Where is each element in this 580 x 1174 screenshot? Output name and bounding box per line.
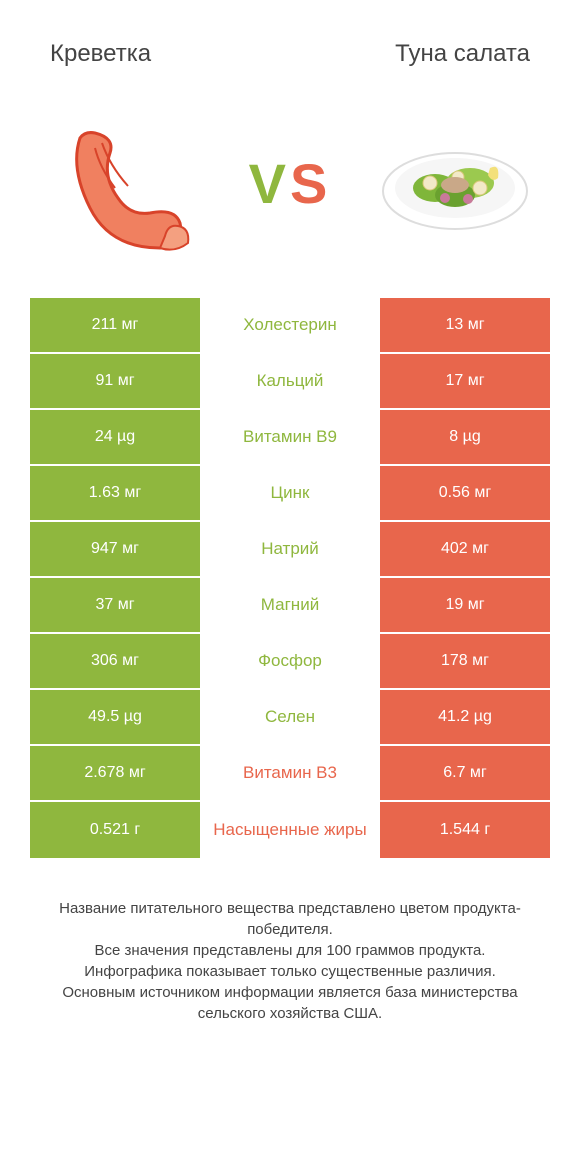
nutrient-label: Селен xyxy=(200,690,380,744)
table-row: 0.521 гНасыщенные жиры1.544 г xyxy=(30,802,550,858)
value-left: 2.678 мг xyxy=(30,746,200,800)
vs-v: V xyxy=(249,152,290,215)
value-left: 306 мг xyxy=(30,634,200,688)
nutrient-label: Холестерин xyxy=(200,298,380,352)
value-left: 37 мг xyxy=(30,578,200,632)
nutrient-label: Кальций xyxy=(200,354,380,408)
value-right: 17 мг xyxy=(380,354,550,408)
value-left: 211 мг xyxy=(30,298,200,352)
table-row: 91 мгКальций17 мг xyxy=(30,354,550,410)
value-right: 13 мг xyxy=(380,298,550,352)
value-left: 49.5 µg xyxy=(30,690,200,744)
value-right: 0.56 мг xyxy=(380,466,550,520)
table-row: 306 мгФосфор178 мг xyxy=(30,634,550,690)
value-right: 19 мг xyxy=(380,578,550,632)
table-row: 49.5 µgСелен41.2 µg xyxy=(30,690,550,746)
value-left: 947 мг xyxy=(30,522,200,576)
value-right: 41.2 µg xyxy=(380,690,550,744)
value-left: 0.521 г xyxy=(30,802,200,858)
nutrient-label: Магний xyxy=(200,578,380,632)
header: Креветка Туна салата xyxy=(0,0,580,88)
table-row: 24 µgВитамин B98 µg xyxy=(30,410,550,466)
value-right: 8 µg xyxy=(380,410,550,464)
table-row: 947 мгНатрий402 мг xyxy=(30,522,550,578)
value-left: 24 µg xyxy=(30,410,200,464)
nutrient-label: Фосфор xyxy=(200,634,380,688)
value-left: 91 мг xyxy=(30,354,200,408)
vs-s: S xyxy=(290,152,331,215)
footer-notes: Название питательного вещества представл… xyxy=(0,858,580,1044)
title-left: Креветка xyxy=(50,40,151,68)
nutrient-label: Насыщенные жиры xyxy=(200,802,380,858)
value-right: 402 мг xyxy=(380,522,550,576)
nutrient-label: Цинк xyxy=(200,466,380,520)
table-row: 211 мгХолестерин13 мг xyxy=(30,298,550,354)
nutrient-label: Витамин B9 xyxy=(200,410,380,464)
nutrient-label: Витамин B3 xyxy=(200,746,380,800)
footer-line: Основным источником информации является … xyxy=(30,982,550,1024)
comparison-table: 211 мгХолестерин13 мг91 мгКальций17 мг24… xyxy=(30,298,550,858)
value-right: 6.7 мг xyxy=(380,746,550,800)
footer-line: Все значения представлены для 100 граммо… xyxy=(30,940,550,961)
hero-row: VS xyxy=(0,88,580,298)
vs-label: VS xyxy=(249,151,332,216)
value-left: 1.63 мг xyxy=(30,466,200,520)
table-row: 37 мгМагний19 мг xyxy=(30,578,550,634)
table-row: 1.63 мгЦинк0.56 мг xyxy=(30,466,550,522)
footer-line: Инфографика показывает только существенн… xyxy=(30,961,550,982)
value-right: 1.544 г xyxy=(380,802,550,858)
title-right: Туна салата xyxy=(395,40,530,68)
footer-line: Название питательного вещества представл… xyxy=(30,898,550,940)
table-row: 2.678 мгВитамин B36.7 мг xyxy=(30,746,550,802)
salad-icon xyxy=(370,98,540,268)
nutrient-label: Натрий xyxy=(200,522,380,576)
shrimp-icon xyxy=(40,98,210,268)
value-right: 178 мг xyxy=(380,634,550,688)
